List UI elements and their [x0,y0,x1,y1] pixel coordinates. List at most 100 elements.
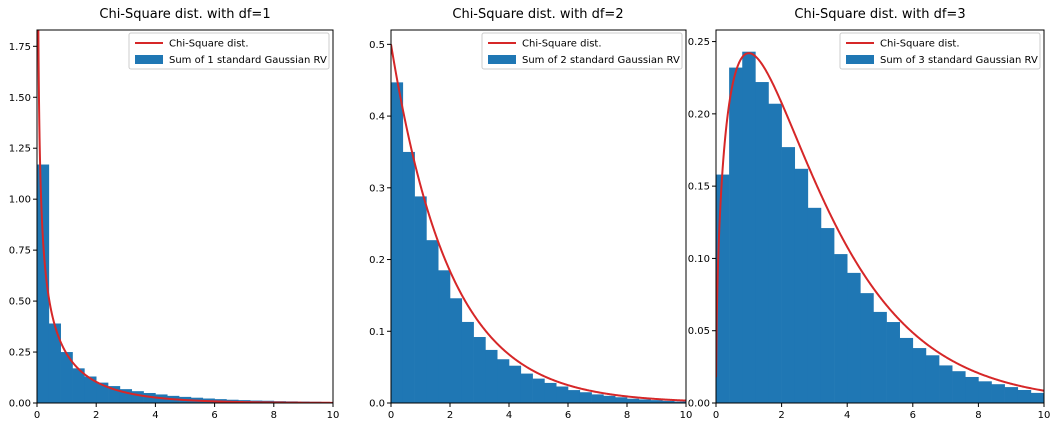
legend-box [839,32,1041,70]
axes-frame [715,29,1045,404]
y-tick-label: 0.10 [688,254,710,265]
y-tick-label: 0.25 [688,37,710,48]
histogram-bar [807,207,822,403]
histogram-bar [131,391,144,403]
histogram-bar [834,254,848,403]
histogram-bar [402,151,415,403]
x-tick-label: 10 [680,410,693,421]
histogram-bar [414,196,427,403]
histogram-bar [37,164,50,403]
chart-title-df3: Chi-Square dist. with df=3 [794,7,965,22]
x-tick-label: 8 [975,410,981,421]
histogram-bar [96,382,109,403]
x-tick-label: 0 [388,410,394,421]
x-tick-label: 4 [506,410,512,421]
x-tick-label: 0 [34,410,40,421]
chart-title-df1: Chi-Square dist. with df=1 [99,7,270,22]
y-tick-label: 0.15 [688,182,710,193]
histogram-bar [603,395,616,403]
histogram-bar [662,400,675,403]
chi-square-curve [391,44,686,402]
y-tick-label: 0.20 [688,109,710,120]
axes-frame [36,29,334,404]
histogram-bar [886,322,900,403]
legend-curve-label: Chi-Square dist. [880,39,960,50]
x-tick-label: 6 [910,410,916,421]
histogram-bar [627,398,640,403]
chart-panel-df2: Chi-Square dist. with df=2 0 2 4 6 8 10 0.0 0.1… [369,7,692,421]
histogram-bar [847,272,861,403]
x-tick-label: 2 [447,410,453,421]
histogram-bar [820,228,835,403]
histogram-bar [450,298,463,403]
legend-curve-label: Chi-Square dist. [169,39,249,50]
histogram-bar [72,368,85,403]
legend: Chi-Square dist. Sum of 1 standard Gaussi… [128,32,330,70]
histogram-bar [912,348,927,403]
x-tick-label: 2 [778,410,784,421]
legend-bar-label: Sum of 2 standard Gaussian RV [522,55,680,66]
histogram-bar [965,376,979,403]
histogram-bar [755,82,769,403]
chi-square-curve [716,52,1044,392]
legend-bar-swatch [846,55,874,64]
histogram-bar [426,240,439,403]
legend-bar-label: Sum of 3 standard Gaussian RV [880,55,1038,66]
x-tick-label: 8 [271,410,277,421]
x-tick-label: 6 [565,410,571,421]
histogram-bar [615,397,628,403]
y-tick-label: 0.4 [369,112,385,123]
histogram-bar [497,359,510,403]
histogram-bar [794,168,809,403]
chart-title-df2: Chi-Square dist. with df=2 [452,7,623,22]
axes-frame [390,29,687,404]
histogram-bar [509,365,522,403]
histogram-bar [991,384,1005,403]
x-tick-label: 0 [713,410,719,421]
histogram-bar [729,67,743,403]
x-tick-label: 6 [211,410,217,421]
chart-panel-df1: Chi-Square dist. with df=1 0 2 4 6 8 10 0.00 0.… [9,7,340,421]
histogram-bar [952,371,966,403]
histogram-bar [674,401,686,403]
histogram-bar [556,386,569,403]
legend-bar-swatch [488,55,516,64]
histogram-bar [143,393,156,403]
legend-bar-label: Sum of 1 standard Gaussian RV [169,55,327,66]
histogram-bar [84,376,97,403]
y-tick-label: 0.0 [369,399,385,410]
legend-box [481,32,683,70]
histogram-bar [532,378,545,403]
histogram-bar [939,365,953,403]
y-tick-label: 0.50 [9,297,31,308]
histogram-bar [579,392,592,403]
y-tick-label: 1.75 [9,42,31,53]
histogram-bar [978,381,992,403]
x-tick-label: 4 [844,410,850,421]
histogram-bar [520,373,533,403]
chart-panel-df3: Chi-Square dist. with df=3 0 2 4 6 8 10 0.00 0.… [688,7,1051,421]
histogram-bar [638,399,651,403]
histogram-bar [568,390,581,403]
histogram-bar [742,51,756,403]
histogram-bar [1004,387,1019,403]
histogram-bar [650,400,663,403]
histogram-bar [485,349,498,403]
y-tick-label: 0.5 [369,40,385,51]
legend-box [128,32,330,70]
histogram-bar [48,323,61,403]
y-tick-label: 0.2 [369,255,385,266]
histogram-bar [768,103,782,403]
x-tick-label: 8 [624,410,630,421]
y-tick-label: 0.75 [9,246,31,257]
histogram-bar [591,394,604,403]
y-tick-label: 0.00 [688,399,710,410]
histogram-bar [1030,392,1044,403]
legend: Chi-Square dist. Sum of 3 standard Gaussi… [839,32,1041,70]
y-tick-label: 0.3 [369,183,385,194]
histogram-bar [473,337,486,403]
legend: Chi-Square dist. Sum of 2 standard Gaussi… [481,32,683,70]
legend-bar-swatch [135,55,163,64]
y-tick-label: 0.05 [688,326,710,337]
